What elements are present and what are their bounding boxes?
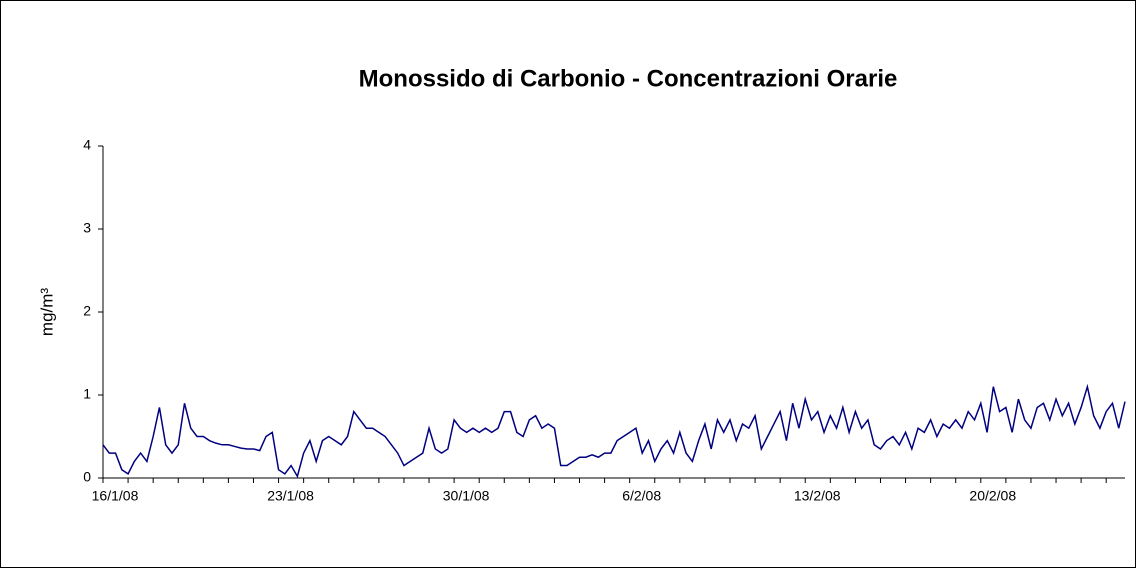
y-tick-label: 3 xyxy=(83,220,91,236)
y-tick-label: 0 xyxy=(83,469,91,485)
y-tick-label: 1 xyxy=(83,386,91,402)
chart-title: Monossido di Carbonio - Concentrazioni O… xyxy=(359,65,898,92)
y-axis-label: mg/m³ xyxy=(37,288,56,337)
data-line xyxy=(102,383,1126,479)
x-tick-label: 30/1/08 xyxy=(443,488,490,504)
x-tick-label: 16/1/08 xyxy=(92,488,139,504)
x-tick-label: 13/2/08 xyxy=(794,488,841,504)
y-tick-label: 4 xyxy=(83,137,91,153)
x-tick-label: 23/1/08 xyxy=(267,488,314,504)
y-tick-label: 2 xyxy=(83,303,91,319)
x-tick-label: 6/2/08 xyxy=(622,488,661,504)
x-tick-label: 20/2/08 xyxy=(969,488,1016,504)
